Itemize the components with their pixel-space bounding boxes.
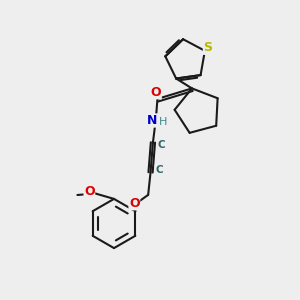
- Text: N: N: [147, 114, 158, 127]
- Text: C: C: [155, 165, 163, 175]
- Text: O: O: [151, 86, 161, 99]
- Text: H: H: [159, 117, 168, 127]
- Text: O: O: [129, 197, 140, 210]
- Text: S: S: [203, 41, 212, 54]
- Text: C: C: [158, 140, 165, 150]
- Text: O: O: [84, 184, 95, 198]
